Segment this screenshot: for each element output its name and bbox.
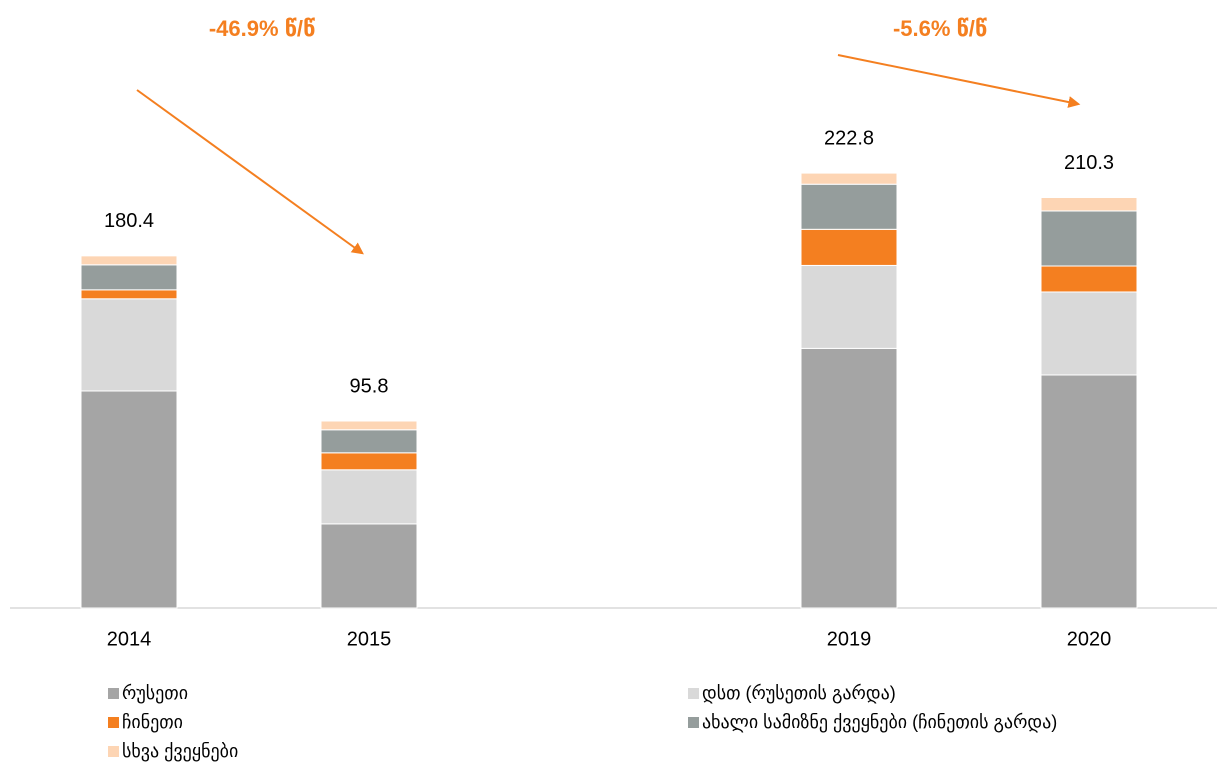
arrow <box>837 54 1081 108</box>
arrow <box>136 89 364 255</box>
bar-segment <box>800 183 898 230</box>
legend-swatch <box>688 717 699 728</box>
total-label: 180.4 <box>104 210 154 232</box>
legend-swatch <box>688 688 699 699</box>
legend-label: დსთ (რუსეთის გარდა) <box>702 683 896 703</box>
legend-label: სხვა ქვეყნები <box>122 741 238 761</box>
x-tick-label: 2019 <box>827 628 872 650</box>
x-tick-label: 2015 <box>347 628 392 650</box>
bar-segment <box>320 429 418 454</box>
legend-swatch <box>108 717 119 728</box>
bar-segment <box>1040 291 1138 376</box>
bar-segment <box>80 255 178 266</box>
bar-segment <box>1040 196 1138 212</box>
legend-swatch <box>108 746 119 757</box>
annotation: -5.6% წ/წ <box>893 16 987 41</box>
bar-segment <box>80 264 178 291</box>
bar-segment <box>320 469 418 525</box>
legend-label: ჩინეთი <box>122 712 183 732</box>
bar-segment <box>800 228 898 266</box>
bar-segment <box>800 347 898 609</box>
x-tick-label: 2014 <box>107 628 152 650</box>
total-label: 222.8 <box>824 127 874 149</box>
bar-segment <box>1040 210 1138 267</box>
legend-swatch <box>108 688 119 699</box>
legend-label: რუსეთი <box>122 683 188 703</box>
legend-label: ახალი სამიზნე ქვეყნები (ჩინეთის გარდა) <box>702 712 1057 732</box>
total-label: 95.8 <box>350 375 389 397</box>
bar-segment <box>80 390 178 609</box>
bar-segment <box>320 420 418 431</box>
total-label: 210.3 <box>1064 152 1114 174</box>
bar-segment <box>80 289 178 300</box>
bar-segment <box>320 523 418 609</box>
bar-segment <box>1040 265 1138 293</box>
bar-segment <box>1040 374 1138 609</box>
annotation: -46.9% წ/წ <box>209 16 315 41</box>
bar-segment <box>320 452 418 471</box>
bar-segment <box>800 172 898 185</box>
x-tick-label: 2020 <box>1067 628 1112 650</box>
bar-segment <box>800 264 898 349</box>
bar-segment <box>80 298 178 392</box>
